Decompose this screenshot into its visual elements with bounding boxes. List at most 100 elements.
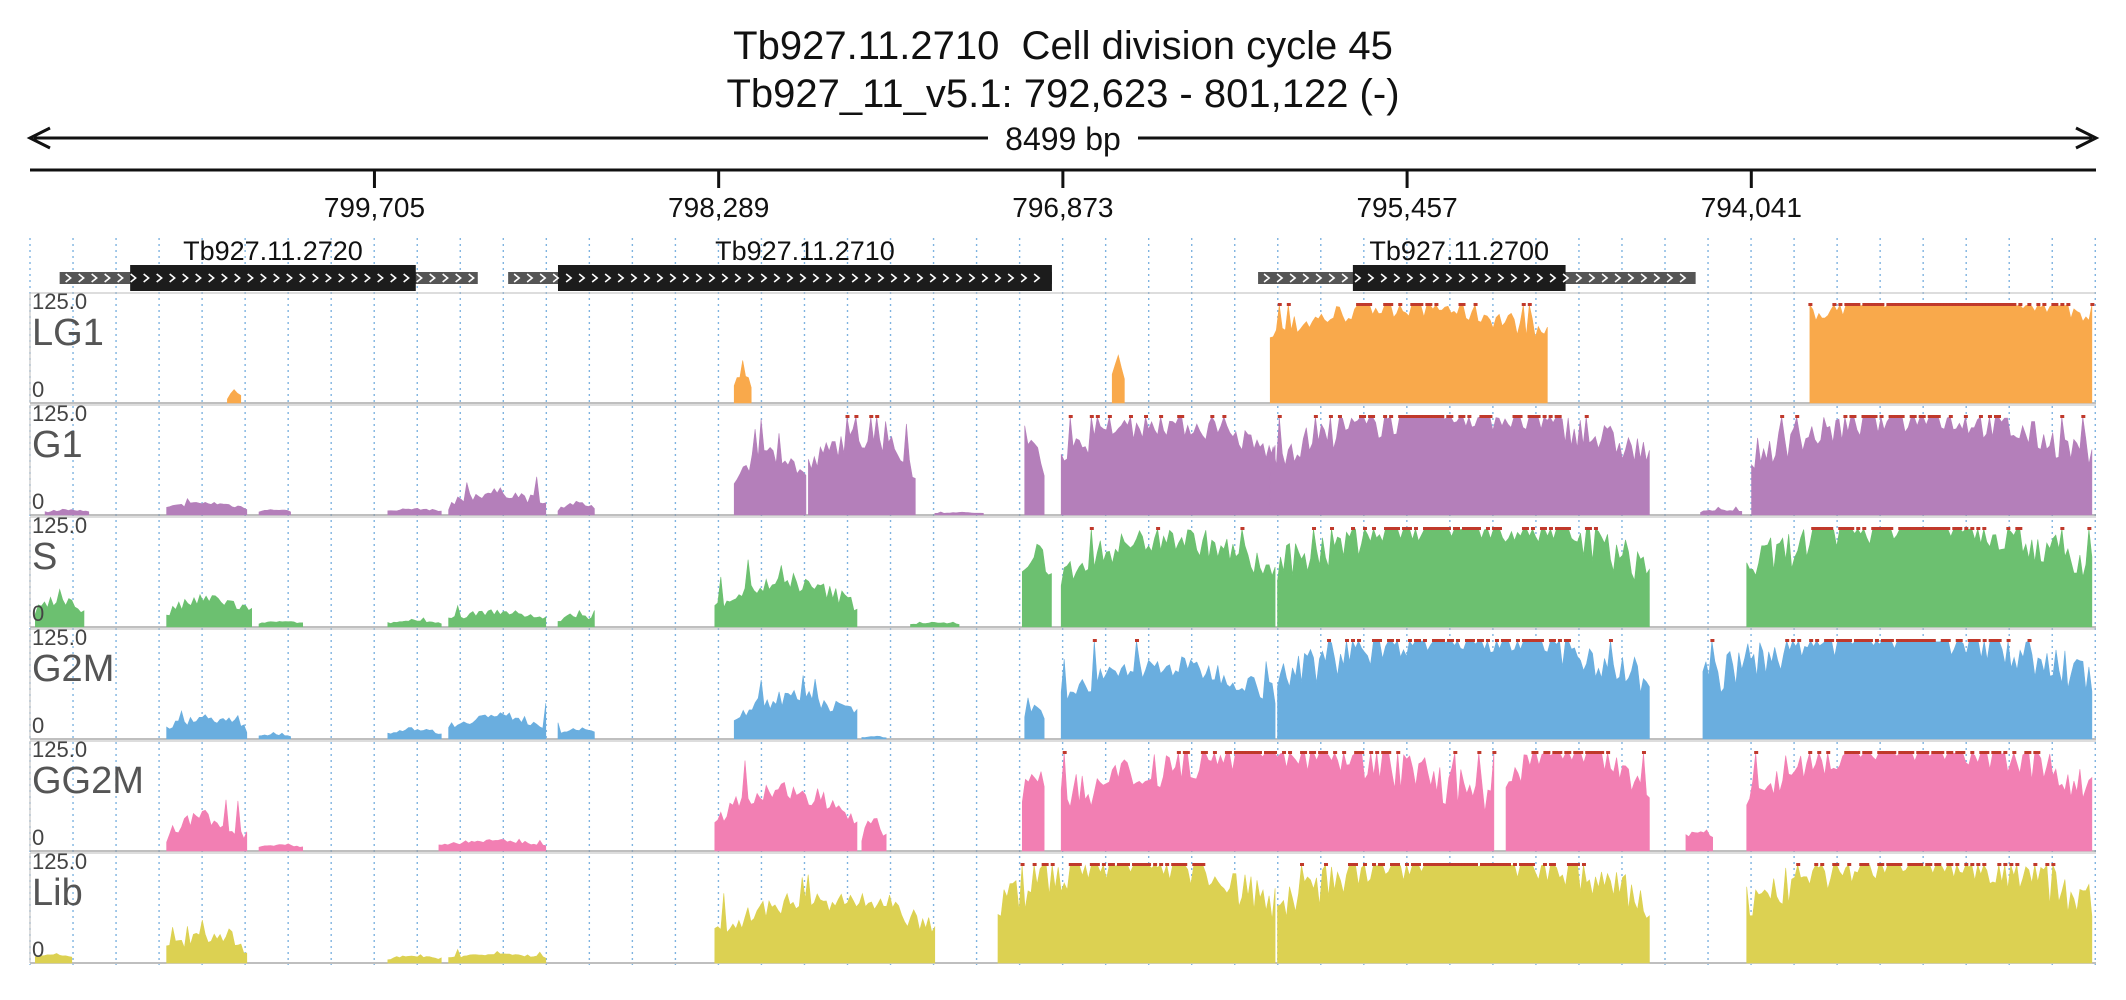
clip-marker xyxy=(1606,751,1611,754)
clip-marker xyxy=(1337,415,1342,418)
clip-marker xyxy=(1940,639,1945,642)
gene-label: Tb927.11.2720 xyxy=(183,236,363,266)
clip-marker xyxy=(1452,527,1457,530)
clip-marker xyxy=(1925,639,1930,642)
clip-marker xyxy=(1922,639,1927,642)
clip-marker xyxy=(2036,751,2041,754)
clip-marker xyxy=(1368,415,1373,418)
clip-marker xyxy=(1976,639,1981,642)
clip-marker xyxy=(1257,751,1262,754)
clip-marker xyxy=(1422,527,1427,530)
clip-marker xyxy=(1572,863,1577,866)
clip-marker xyxy=(1428,415,1433,418)
clip-marker xyxy=(1485,527,1490,530)
coverage-area xyxy=(166,799,248,852)
clip-marker xyxy=(1584,527,1589,530)
clip-marker xyxy=(1242,751,1247,754)
clip-marker xyxy=(1898,863,1903,866)
clip-marker xyxy=(1569,863,1574,866)
clip-marker xyxy=(1838,303,1843,306)
clip-marker xyxy=(1861,415,1866,418)
clip-marker xyxy=(1907,639,1912,642)
clip-marker xyxy=(1862,863,1867,866)
clip-marker xyxy=(1401,415,1406,418)
clip-marker xyxy=(1982,303,1987,306)
clip-marker xyxy=(1845,639,1850,642)
clip-marker xyxy=(1434,527,1439,530)
y-min-label: 0 xyxy=(32,937,44,962)
clip-marker xyxy=(1239,751,1244,754)
clip-marker xyxy=(1916,863,1921,866)
clip-marker xyxy=(1862,527,1867,530)
clip-marker xyxy=(1907,527,1912,530)
clip-marker xyxy=(1515,415,1520,418)
clip-marker xyxy=(1404,863,1409,866)
coverage-area xyxy=(1746,528,2093,628)
clip-marker xyxy=(1312,751,1317,754)
clip-marker xyxy=(1477,751,1482,754)
clip-marker xyxy=(1826,527,1831,530)
clip-marker xyxy=(1458,303,1463,306)
clip-marker xyxy=(1092,863,1097,866)
track-label: GG2M xyxy=(32,760,144,802)
clip-marker xyxy=(1530,415,1535,418)
clip-marker xyxy=(1198,863,1203,866)
clip-marker xyxy=(1904,303,1909,306)
clip-marker xyxy=(1431,527,1436,530)
x-tick-label: 798,289 xyxy=(668,192,769,223)
coverage-area xyxy=(1751,416,2093,516)
clip-marker xyxy=(1282,751,1287,754)
clip-marker xyxy=(1853,751,1858,754)
clip-marker xyxy=(1964,303,1969,306)
coverage-area xyxy=(387,507,442,516)
clip-marker xyxy=(1431,863,1436,866)
clip-marker xyxy=(1557,639,1562,642)
clip-marker xyxy=(1473,863,1478,866)
clip-marker xyxy=(1982,639,1987,642)
clip-marker xyxy=(1581,863,1586,866)
clip-marker xyxy=(1210,415,1215,418)
clip-marker xyxy=(1865,303,1870,306)
clip-marker xyxy=(1071,863,1076,866)
clip-marker xyxy=(2015,863,2020,866)
clip-marker xyxy=(1407,415,1412,418)
clip-marker xyxy=(1898,303,1903,306)
clip-marker xyxy=(1883,527,1888,530)
clip-marker xyxy=(1554,527,1559,530)
clip-marker xyxy=(1328,415,1333,418)
clip-marker xyxy=(2018,527,2023,530)
coverage-area xyxy=(1111,354,1125,404)
clip-marker xyxy=(1183,863,1188,866)
clip-marker xyxy=(1987,415,1992,418)
clip-marker xyxy=(1886,863,1891,866)
clip-marker xyxy=(1372,639,1377,642)
clip-marker xyxy=(1797,639,1802,642)
clip-marker xyxy=(1384,527,1389,530)
gene-label: Tb927.11.2710 xyxy=(715,236,895,266)
clip-marker xyxy=(1375,639,1380,642)
coverage-area xyxy=(448,948,547,964)
clip-marker xyxy=(1312,527,1317,530)
coverage-area xyxy=(733,360,752,404)
coverage-area xyxy=(1277,527,1650,628)
clip-marker xyxy=(1521,527,1526,530)
coverage-area xyxy=(1277,864,1650,964)
y-max-label: 125.0 xyxy=(32,513,87,538)
clip-marker xyxy=(1068,863,1073,866)
clip-marker xyxy=(1809,639,1814,642)
coverage-area xyxy=(1269,415,1650,516)
clip-marker xyxy=(1531,751,1536,754)
clip-marker xyxy=(1476,639,1481,642)
clip-marker xyxy=(2012,303,2017,306)
clip-marker xyxy=(1826,751,1831,754)
clip-marker xyxy=(1303,751,1308,754)
coverage-area xyxy=(861,818,887,852)
clip-marker xyxy=(1360,751,1365,754)
clip-marker xyxy=(2009,303,2014,306)
y-max-label: 125.0 xyxy=(32,625,87,650)
y-max-label: 125.0 xyxy=(32,401,87,426)
coverage-area xyxy=(1024,697,1045,740)
clip-marker xyxy=(1946,863,1951,866)
clip-marker xyxy=(2054,303,2059,306)
clip-marker xyxy=(1883,751,1888,754)
